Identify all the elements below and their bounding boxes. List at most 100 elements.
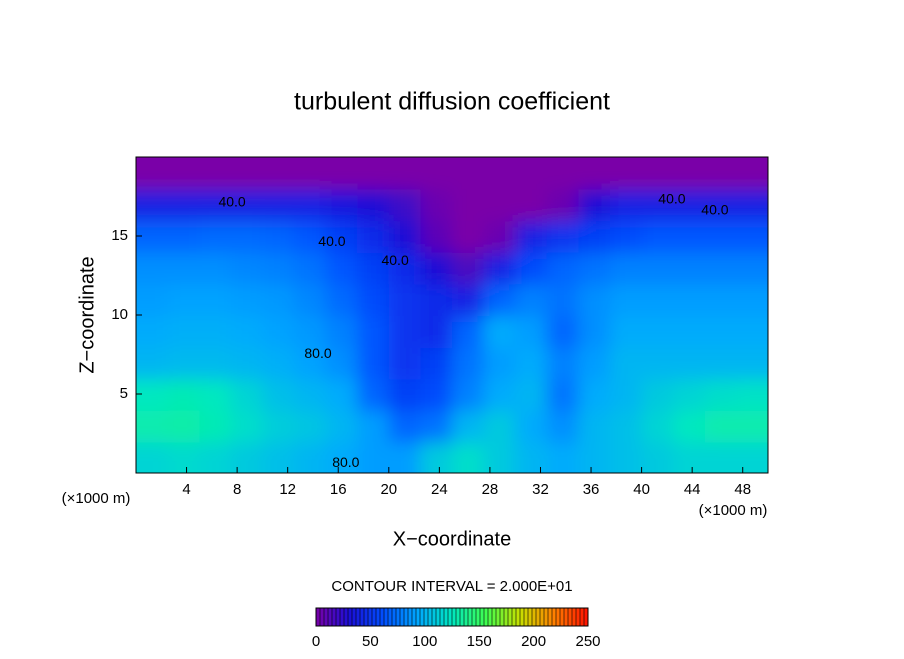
field-cell [420,220,453,253]
field-cell [230,409,264,443]
field-cell [610,220,643,253]
field-cell [420,188,453,222]
field-cell [578,315,611,348]
field-cell [641,220,675,253]
field-cell [515,251,548,285]
field-cell [420,157,453,190]
field-cell [325,283,359,316]
field-cell [578,378,611,411]
field-cell [578,346,611,380]
field-cell [357,251,390,285]
colorbar-cell [524,608,529,626]
colorbar-cell [476,608,481,626]
colorbar-cell [544,608,549,626]
colorbar-cell [576,608,581,626]
field-cell [199,315,232,348]
field-cell [167,220,201,253]
field-cell [388,409,422,443]
field-cell [357,220,390,253]
field-cell [483,157,517,190]
field-cell [610,409,643,443]
field-cell [230,251,264,285]
field-cell [452,220,485,253]
field-cell [483,188,517,222]
x-tick-label: 12 [279,481,296,498]
x-axis-label: X−coordinate [393,528,511,550]
colorbar-cell [448,608,453,626]
field-cell [136,346,169,380]
field-cell [736,188,768,222]
field-cell [483,409,517,443]
field-cell [673,157,706,190]
field-cell [199,220,232,253]
field-cell [262,157,295,190]
x-tick-label: 4 [182,481,190,498]
colorbar-cell [572,608,577,626]
field-cell [578,220,611,253]
field-cell [294,315,327,348]
colorbar-cell [356,608,361,626]
contour-label: 40.0 [658,190,685,206]
field-cell [736,441,768,473]
field-cell [736,378,768,411]
field-cell [736,251,768,285]
field-cell [230,157,264,190]
field-cell [357,346,390,380]
field-cell [294,441,327,473]
field-cell [610,378,643,411]
colorbar-cell [368,608,373,626]
y-tick-label: 15 [111,227,128,244]
field-cell [388,188,422,222]
field-cell [452,378,485,411]
field-cell [610,346,643,380]
colorbar-cell [324,608,329,626]
colorbar-cell [480,608,485,626]
colorbar-frame [315,607,589,627]
field-cell [578,188,611,222]
colorbar-cell [564,608,569,626]
colorbar-cell [452,608,457,626]
field [136,157,768,473]
field-cell [546,441,580,473]
field-cell [294,251,327,285]
x-tick-label: 40 [633,481,650,498]
contour-label: 40.0 [318,233,345,249]
y-tick-label: 5 [120,385,128,402]
field-cell [199,346,232,380]
field-cell [167,409,201,443]
field-cell [230,315,264,348]
field-cell [673,315,706,348]
colorbar-cell [428,608,433,626]
field-cell [230,378,264,411]
field-cell [704,378,738,411]
colorbar-tick-label: 150 [467,633,492,650]
field-cell [546,220,580,253]
colorbar-cell [352,608,357,626]
field-cell [610,441,643,473]
field-cell [199,409,232,443]
field-cell [641,346,675,380]
field-cell [546,346,580,380]
field-cell [736,315,768,348]
colorbar-cell [500,608,505,626]
contour-label: 40.0 [381,252,408,268]
colorbar-cell [432,608,437,626]
x-tick-label: 28 [482,481,499,498]
field-cell [325,188,359,222]
field-cell [199,188,232,222]
field-cell [167,346,201,380]
field-cell [546,378,580,411]
field-cell [515,315,548,348]
colorbar-cell [412,608,417,626]
x-unit-label: (×1000 m) [699,502,768,519]
colorbar-cell [384,608,389,626]
field-cell [325,409,359,443]
field-cell [673,283,706,316]
field-cell [262,409,295,443]
field-cell [294,378,327,411]
field-cell [641,188,675,222]
y-axis-label: Z−coordinate [76,256,98,373]
colorbar-tick-label: 0 [312,633,320,650]
field-cell [452,409,485,443]
field-cell [673,346,706,380]
